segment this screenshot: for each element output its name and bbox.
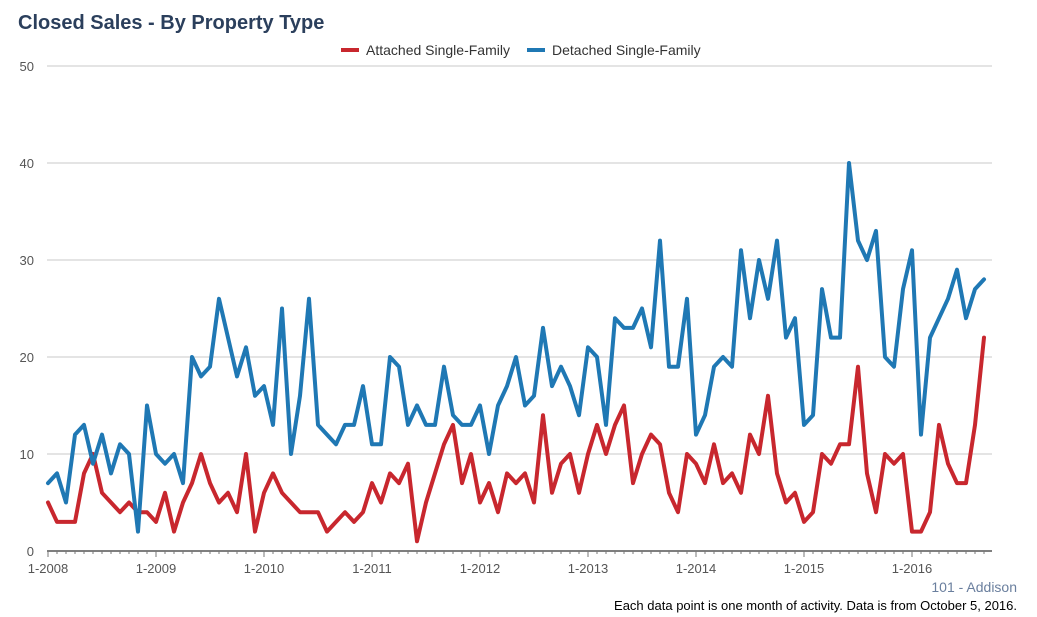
series-lines bbox=[46, 161, 986, 544]
chart-title: Closed Sales - By Property Type bbox=[18, 12, 325, 34]
x-tick-label: 1-2013 bbox=[568, 561, 608, 576]
x-tick-label: 1-2011 bbox=[352, 561, 392, 576]
x-tick-label: 1-2016 bbox=[892, 561, 932, 576]
x-tick-label: 1-2009 bbox=[136, 561, 176, 576]
x-tick-label: 1-2008 bbox=[28, 561, 68, 576]
y-tick-label: 30 bbox=[20, 253, 34, 268]
x-tick-label: 1-2012 bbox=[460, 561, 500, 576]
y-tick-label: 50 bbox=[20, 59, 34, 74]
legend-label: Detached Single-Family bbox=[552, 42, 701, 58]
y-tick-label: 40 bbox=[20, 156, 34, 171]
x-tick-label: 1-2015 bbox=[784, 561, 824, 576]
x-tick-label: 1-2014 bbox=[676, 561, 716, 576]
axes: 0 10 20 30 40 50 1-2008 1-2009 1-2010 1-2011 1-201… bbox=[20, 59, 992, 576]
legend: Attached Single-Family Detached Single-Fa… bbox=[341, 42, 701, 58]
y-tick-label: 0 bbox=[27, 544, 34, 559]
y-tick-label: 10 bbox=[20, 447, 34, 462]
footnote: Each data point is one month of activity… bbox=[614, 598, 1017, 613]
legend-label: Attached Single-Family bbox=[366, 42, 510, 58]
series-line-detached bbox=[46, 161, 986, 534]
x-tick-label: 1-2010 bbox=[244, 561, 284, 576]
region-label: 101 - Addison bbox=[931, 579, 1017, 595]
y-tick-label: 20 bbox=[20, 350, 34, 365]
series-line-attached bbox=[46, 335, 986, 544]
